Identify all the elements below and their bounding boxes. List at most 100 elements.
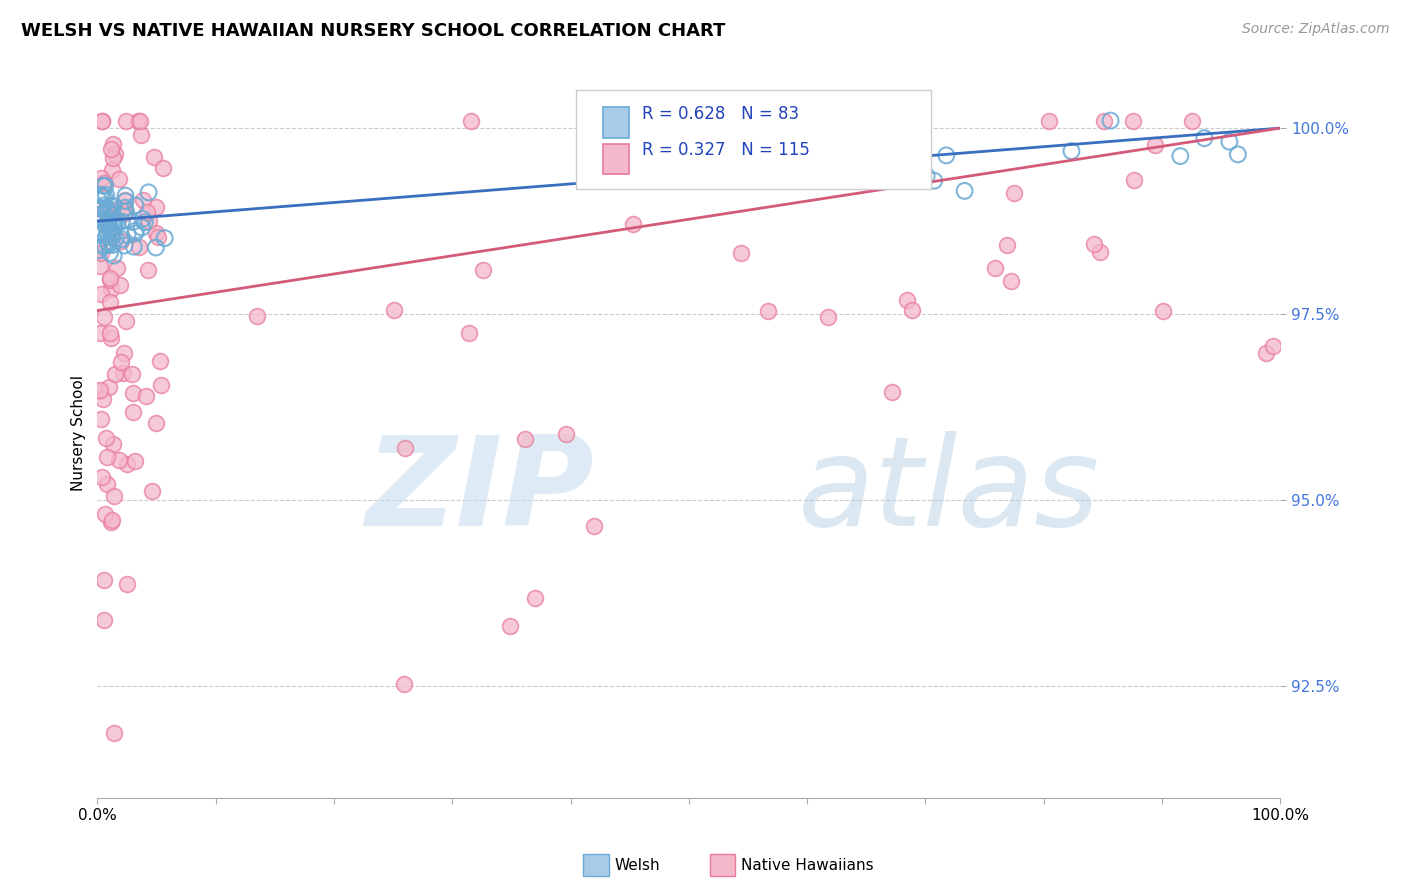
Text: Native Hawaiians: Native Hawaiians bbox=[741, 858, 873, 872]
Point bbox=[96, 228, 118, 243]
Point bbox=[101, 226, 124, 240]
Point bbox=[124, 198, 146, 212]
Point bbox=[100, 282, 122, 296]
Point bbox=[111, 232, 134, 246]
Point bbox=[124, 227, 146, 241]
Point bbox=[953, 184, 976, 198]
Point bbox=[1123, 173, 1146, 187]
Point bbox=[1000, 274, 1022, 288]
Point bbox=[114, 113, 136, 128]
Point bbox=[100, 515, 122, 529]
Point bbox=[124, 454, 146, 468]
Point bbox=[246, 309, 269, 323]
Point bbox=[132, 193, 155, 207]
Point bbox=[523, 591, 546, 606]
Point bbox=[103, 367, 125, 381]
Point bbox=[100, 163, 122, 178]
Point bbox=[121, 368, 143, 382]
Point bbox=[143, 150, 166, 164]
Point bbox=[98, 245, 121, 260]
Point bbox=[104, 231, 127, 245]
Point bbox=[150, 378, 173, 392]
Point bbox=[1263, 339, 1285, 353]
Point bbox=[583, 519, 606, 533]
Point bbox=[90, 202, 112, 216]
Point bbox=[91, 392, 114, 406]
Point bbox=[98, 326, 121, 341]
Point bbox=[138, 186, 160, 200]
Point bbox=[1083, 236, 1105, 251]
Point bbox=[100, 331, 122, 345]
FancyBboxPatch shape bbox=[576, 90, 931, 189]
Point bbox=[90, 287, 112, 301]
Text: R = 0.327   N = 115: R = 0.327 N = 115 bbox=[641, 141, 810, 160]
Point bbox=[103, 219, 125, 234]
Point bbox=[138, 214, 160, 228]
Point bbox=[114, 238, 136, 252]
Point bbox=[103, 137, 125, 152]
Point bbox=[1002, 186, 1025, 200]
Point bbox=[835, 113, 858, 128]
Point bbox=[103, 216, 125, 230]
Point bbox=[89, 259, 111, 273]
Text: atlas: atlas bbox=[799, 431, 1101, 552]
Point bbox=[90, 469, 112, 483]
Point bbox=[122, 386, 145, 401]
Point bbox=[758, 304, 780, 318]
Point bbox=[103, 249, 125, 263]
Point bbox=[107, 172, 129, 186]
Point bbox=[98, 273, 121, 287]
Point bbox=[91, 214, 114, 228]
Point bbox=[96, 205, 118, 219]
Point bbox=[129, 113, 152, 128]
Point bbox=[1099, 113, 1122, 128]
FancyBboxPatch shape bbox=[603, 144, 628, 174]
Point bbox=[460, 113, 482, 128]
Point bbox=[110, 355, 132, 369]
Point bbox=[817, 310, 839, 324]
Point bbox=[89, 221, 111, 235]
Point bbox=[915, 169, 938, 183]
Point bbox=[751, 161, 773, 175]
Point bbox=[93, 176, 115, 190]
Point bbox=[153, 231, 176, 245]
Point bbox=[97, 203, 120, 218]
Point bbox=[89, 243, 111, 257]
Point bbox=[555, 427, 578, 442]
Point bbox=[96, 450, 118, 464]
Point bbox=[94, 508, 117, 522]
Point bbox=[89, 201, 111, 215]
Point bbox=[91, 225, 114, 239]
Point bbox=[97, 238, 120, 252]
Point bbox=[882, 384, 904, 399]
Point bbox=[101, 204, 124, 219]
Point bbox=[935, 148, 957, 162]
Point bbox=[100, 143, 122, 157]
Point bbox=[135, 389, 157, 403]
Point bbox=[90, 246, 112, 260]
Point bbox=[136, 205, 159, 219]
Point bbox=[114, 194, 136, 208]
Point bbox=[901, 302, 924, 317]
Point bbox=[1152, 304, 1174, 318]
Point bbox=[90, 171, 112, 186]
Point bbox=[94, 238, 117, 252]
Point bbox=[104, 215, 127, 229]
Point bbox=[97, 236, 120, 251]
Point bbox=[98, 270, 121, 285]
Point bbox=[94, 187, 117, 202]
Point bbox=[765, 169, 787, 184]
Point bbox=[93, 190, 115, 204]
Point bbox=[96, 476, 118, 491]
Point bbox=[115, 314, 138, 328]
Point bbox=[896, 293, 918, 307]
Point bbox=[101, 227, 124, 241]
Point bbox=[1181, 113, 1204, 128]
Point bbox=[89, 227, 111, 241]
Text: R = 0.628   N = 83: R = 0.628 N = 83 bbox=[641, 104, 799, 123]
Point bbox=[114, 201, 136, 215]
Point bbox=[146, 229, 169, 244]
Point bbox=[115, 204, 138, 219]
Point bbox=[842, 139, 865, 153]
Point bbox=[101, 219, 124, 234]
